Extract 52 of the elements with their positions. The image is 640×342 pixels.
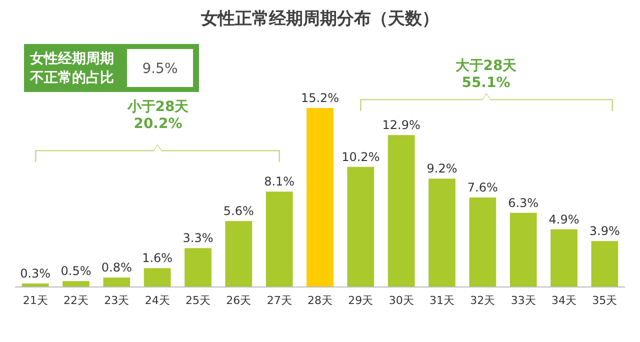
data-label: 0.8% (101, 260, 132, 275)
data-label: 8.1% (264, 174, 295, 189)
bar (469, 198, 496, 287)
data-label: 0.5% (60, 264, 92, 278)
x-tick-label: 34天 (552, 294, 576, 307)
bar (347, 166, 374, 287)
bar (428, 178, 456, 287)
bar (103, 278, 130, 287)
x-tick-label: 30天 (388, 294, 414, 307)
data-label: 10.2% (342, 150, 380, 164)
x-tick-label: 23天 (104, 294, 130, 307)
data-label: 3.9% (589, 224, 620, 238)
bar (266, 192, 293, 287)
x-tick-label: 31天 (430, 294, 454, 307)
x-tick-label: 22天 (64, 294, 88, 307)
annotation: 20.2% (134, 116, 182, 132)
data-label: 9.2% (426, 162, 458, 176)
x-tick-label: 27天 (266, 294, 292, 307)
text: 55.1% (462, 75, 510, 91)
data-label: 3.3% (182, 231, 214, 246)
data-label: 4.9% (548, 212, 580, 226)
text: 9.5% (142, 61, 178, 77)
x-tick-label: 24天 (144, 294, 170, 307)
data-label: 5.6% (223, 204, 254, 218)
data-label: 1.6% (142, 251, 173, 266)
bar (510, 212, 537, 287)
data-label: 12.9% (382, 118, 420, 132)
x-tick-label: 33天 (510, 294, 536, 307)
x-tick-label: 29天 (348, 294, 374, 307)
bar (388, 135, 415, 287)
text: 女性经期周期 (29, 51, 114, 67)
data-label: 15.2% (300, 91, 340, 105)
text: 大于28天 (455, 58, 518, 74)
bar (306, 108, 334, 287)
x-tick-label: 25天 (186, 294, 210, 307)
annotation: 小于28天 (126, 99, 190, 115)
bar (144, 268, 171, 287)
x-tick-label: 32天 (470, 294, 496, 307)
bar (550, 229, 578, 287)
bar (591, 241, 618, 287)
text: 不正常的占比 (29, 70, 114, 86)
bar (62, 281, 90, 287)
bar (184, 248, 212, 287)
bar (225, 221, 252, 287)
chart-title: 女性正常经期周期分布（天数） (200, 9, 439, 29)
x-tick-label: 28天 (308, 294, 332, 307)
data-label: 0.3% (20, 266, 51, 280)
data-label: 6.3% (508, 196, 539, 210)
data-label: 7.6% (467, 180, 498, 194)
x-tick-label: 26天 (226, 294, 252, 307)
x-tick-label: 35天 (592, 294, 618, 307)
x-tick-label: 21天 (22, 294, 48, 307)
